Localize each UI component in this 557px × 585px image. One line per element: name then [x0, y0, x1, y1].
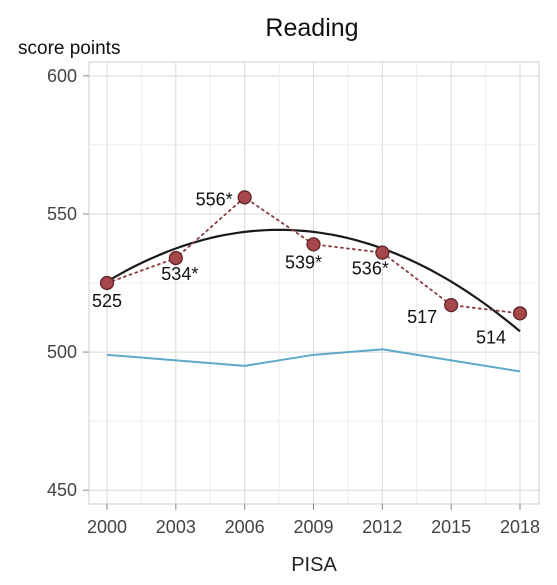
x-tick-label: 2015	[431, 517, 471, 537]
x-tick-label: 2009	[293, 517, 333, 537]
data-label: 514	[476, 327, 506, 347]
chart-title: Reading	[265, 14, 358, 42]
data-label: 517	[407, 307, 437, 327]
x-axis-label: PISA	[291, 554, 337, 576]
data-point	[375, 245, 390, 260]
x-tick-label: 2000	[87, 517, 127, 537]
series-trend-curve	[106, 228, 521, 333]
y-tick-label: 550	[47, 204, 77, 224]
y-tick-label: 450	[47, 480, 77, 500]
data-label: 525	[92, 291, 122, 311]
x-tick-label: 2012	[362, 517, 402, 537]
data-point	[512, 306, 528, 321]
y-tick-label: 500	[47, 342, 77, 362]
plot-area: 525 534* 556* 539* 536* 517 514	[88, 61, 540, 505]
y-tick-label: 600	[47, 66, 77, 86]
grid-lines	[89, 62, 539, 504]
data-labels: 525 534* 556* 539* 536* 517 514	[92, 189, 506, 347]
data-point	[237, 190, 252, 205]
data-label: 539*	[285, 252, 322, 272]
series-line-baseline	[106, 348, 521, 373]
x-axis-ticks: 2000 2003 2006 2009 2012 2015 2018	[87, 504, 540, 537]
data-point	[168, 251, 183, 266]
data-point	[306, 237, 321, 252]
x-tick-label: 2003	[156, 517, 196, 537]
data-label: 534*	[161, 264, 198, 284]
y-axis-label: score points	[18, 38, 120, 59]
data-point	[99, 275, 115, 291]
y-axis-ticks: 450 500 550 600	[47, 66, 89, 500]
data-points	[99, 190, 528, 321]
data-label: 556*	[196, 189, 233, 209]
x-tick-label: 2018	[500, 517, 540, 537]
x-tick-label: 2006	[225, 517, 265, 537]
data-point	[444, 298, 459, 313]
data-label: 536*	[352, 259, 389, 279]
